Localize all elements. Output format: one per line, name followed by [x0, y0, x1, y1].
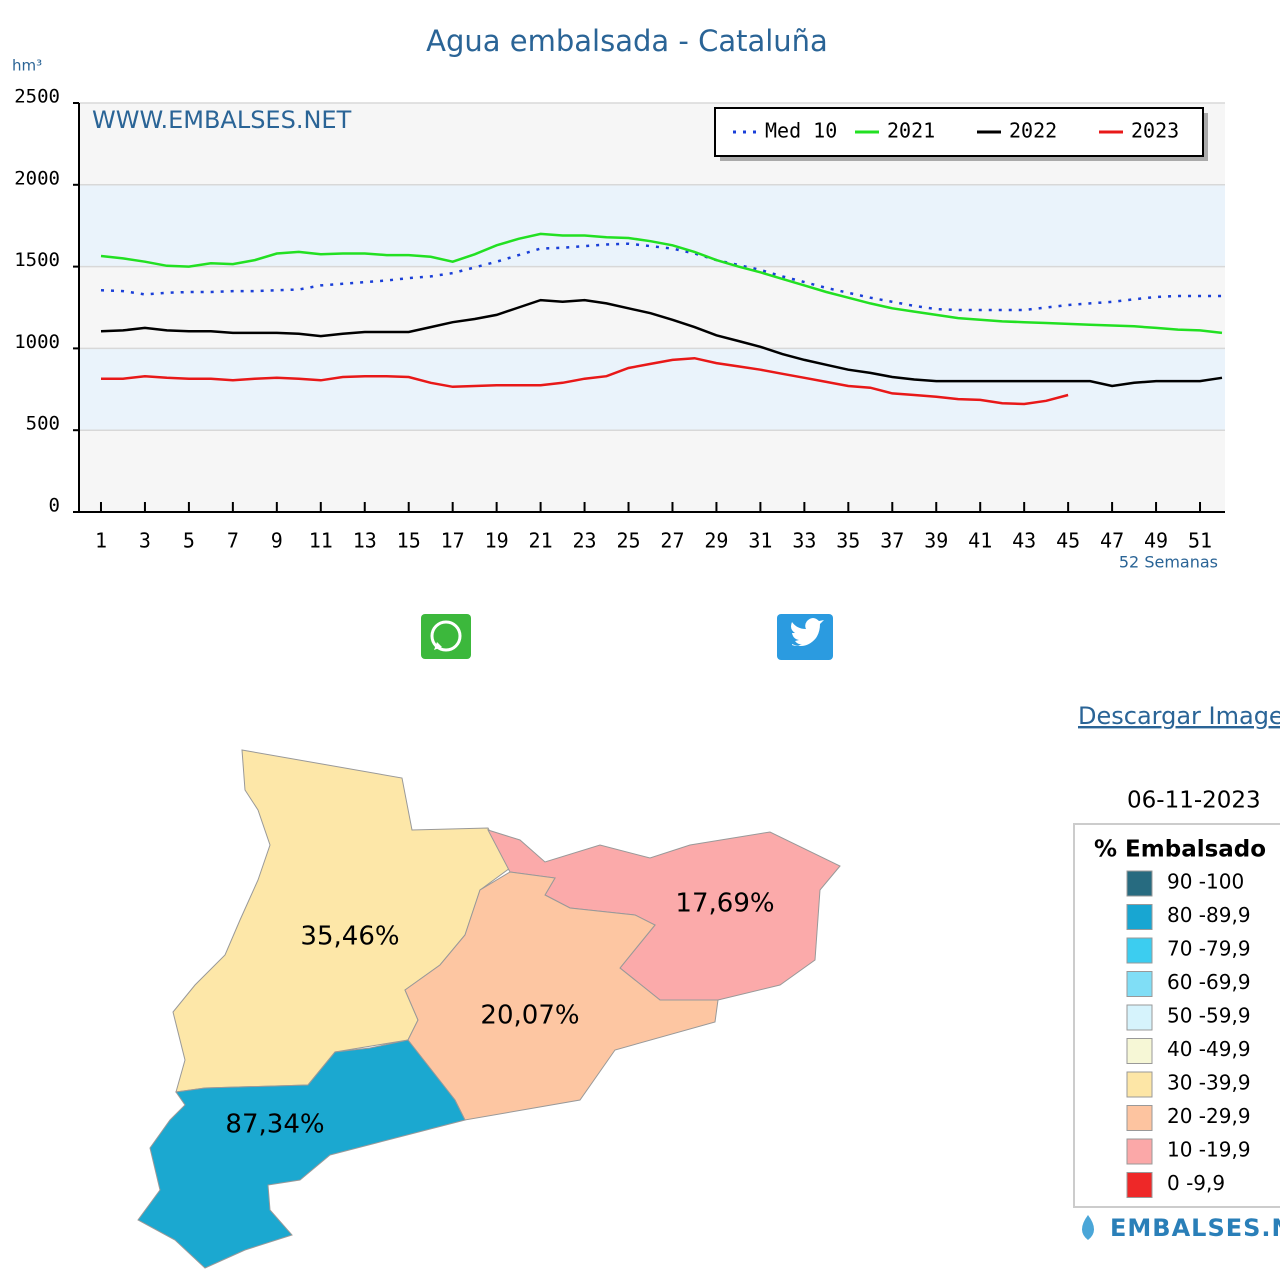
y-tick-label: 1500	[14, 249, 60, 271]
x-tick-label: 5	[183, 529, 195, 553]
map: 35,46% 17,69% 20,07% 87,34%	[137, 749, 841, 1269]
x-tick-label: 3	[139, 529, 151, 553]
legend-label: 80 -89,9	[1167, 903, 1251, 927]
legend-label: 50 -59,9	[1167, 1004, 1251, 1028]
x-tick-label: 43	[1012, 529, 1036, 553]
legend-label: 60 -69,9	[1167, 970, 1251, 994]
x-tick-label: 11	[309, 529, 333, 553]
y-axis-label: hm³	[12, 57, 42, 75]
x-tick-label: 51	[1188, 529, 1212, 553]
whatsapp-button[interactable]	[421, 614, 471, 659]
legend-swatch	[1126, 904, 1153, 930]
x-tick-label: 9	[271, 529, 283, 553]
plot-band	[79, 184, 1225, 267]
x-axis-label: 52 Semanas	[1119, 553, 1218, 572]
legend-swatch	[1126, 971, 1153, 997]
legend-label: 90 -100	[1167, 870, 1244, 894]
x-tick-label: 15	[397, 529, 421, 553]
legend-swatch	[1126, 937, 1153, 964]
legend-swatch	[1126, 1172, 1153, 1198]
legend-swatch	[1126, 1071, 1153, 1098]
x-tick-label: 33	[792, 529, 816, 553]
x-tick-label: 49	[1144, 529, 1168, 553]
x-tick-label: 21	[529, 529, 553, 553]
y-tick-label: 2000	[14, 167, 60, 189]
region-label: 17,69%	[675, 889, 774, 919]
x-tick-label: 37	[880, 529, 904, 553]
x-tick-label: 45	[1056, 529, 1080, 553]
x-tick-label: 39	[924, 529, 948, 553]
map-region	[137, 1039, 466, 1269]
legend-swatch	[1126, 870, 1153, 897]
x-tick-label: 17	[441, 529, 465, 553]
legend-label: 2022	[1009, 119, 1057, 143]
x-tick-label: 13	[353, 529, 377, 553]
map-region	[404, 871, 719, 1121]
x-tick-label: 27	[660, 529, 684, 553]
download-link[interactable]: Descargar Imagen	[1078, 702, 1280, 730]
legend-label: 2021	[887, 119, 935, 143]
series-line	[100, 232, 1223, 335]
twitter-button[interactable]	[777, 614, 833, 660]
legend-label: 70 -79,9	[1167, 937, 1251, 961]
legend-label: 30 -39,9	[1167, 1071, 1251, 1095]
x-tick-label: 29	[704, 529, 728, 553]
x-tick-label: 41	[968, 529, 992, 553]
legend-date: 06-11-2023	[1127, 788, 1261, 814]
series-line	[100, 298, 1223, 388]
x-tick-label: 31	[748, 529, 772, 553]
legend-label: 2023	[1131, 119, 1179, 143]
legend-swatch	[1126, 1038, 1153, 1064]
brand-icon	[1082, 1215, 1094, 1240]
x-tick-label: 35	[836, 529, 860, 553]
legend-swatch	[1126, 1105, 1153, 1131]
legend-label: 10 -19,9	[1167, 1138, 1251, 1162]
legend-label: Med 10	[765, 119, 837, 143]
y-tick-label: 0	[49, 495, 60, 517]
legend-label: 0 -9,9	[1167, 1171, 1225, 1195]
y-tick-label: 500	[26, 413, 60, 435]
region-label: 87,34%	[225, 1110, 324, 1140]
plot-band	[79, 348, 1225, 431]
legend-swatch	[1126, 1138, 1153, 1165]
plot-background	[79, 103, 1225, 512]
legend-box	[1073, 823, 1280, 1208]
legend-title: % Embalsado	[1094, 837, 1266, 863]
series-line	[101, 356, 1069, 406]
region-label: 20,07%	[480, 1001, 579, 1031]
x-tick-label: 1	[95, 529, 107, 553]
legend-label: 40 -49,9	[1167, 1037, 1251, 1061]
x-tick-label: 19	[485, 529, 509, 553]
y-tick-label: 1000	[14, 331, 60, 353]
x-tick-label: 7	[227, 529, 239, 553]
chart-title: Agua embalsada - Cataluña	[426, 24, 828, 58]
brand: EMBALSES.NET	[1110, 1214, 1280, 1242]
legend-label: 20 -29,9	[1167, 1104, 1251, 1128]
x-tick-label: 25	[616, 529, 640, 553]
x-tick-label: 23	[573, 529, 597, 553]
region-label: 35,46%	[300, 922, 399, 952]
x-tick-label: 47	[1100, 529, 1124, 553]
watermark: WWW.EMBALSES.NET	[92, 106, 352, 134]
legend-swatch	[1126, 1004, 1153, 1031]
map-legend: 06-11-2023 % Embalsado EMBALSES.NET 90 -…	[1073, 788, 1280, 1242]
y-tick-label: 2500	[14, 86, 60, 108]
